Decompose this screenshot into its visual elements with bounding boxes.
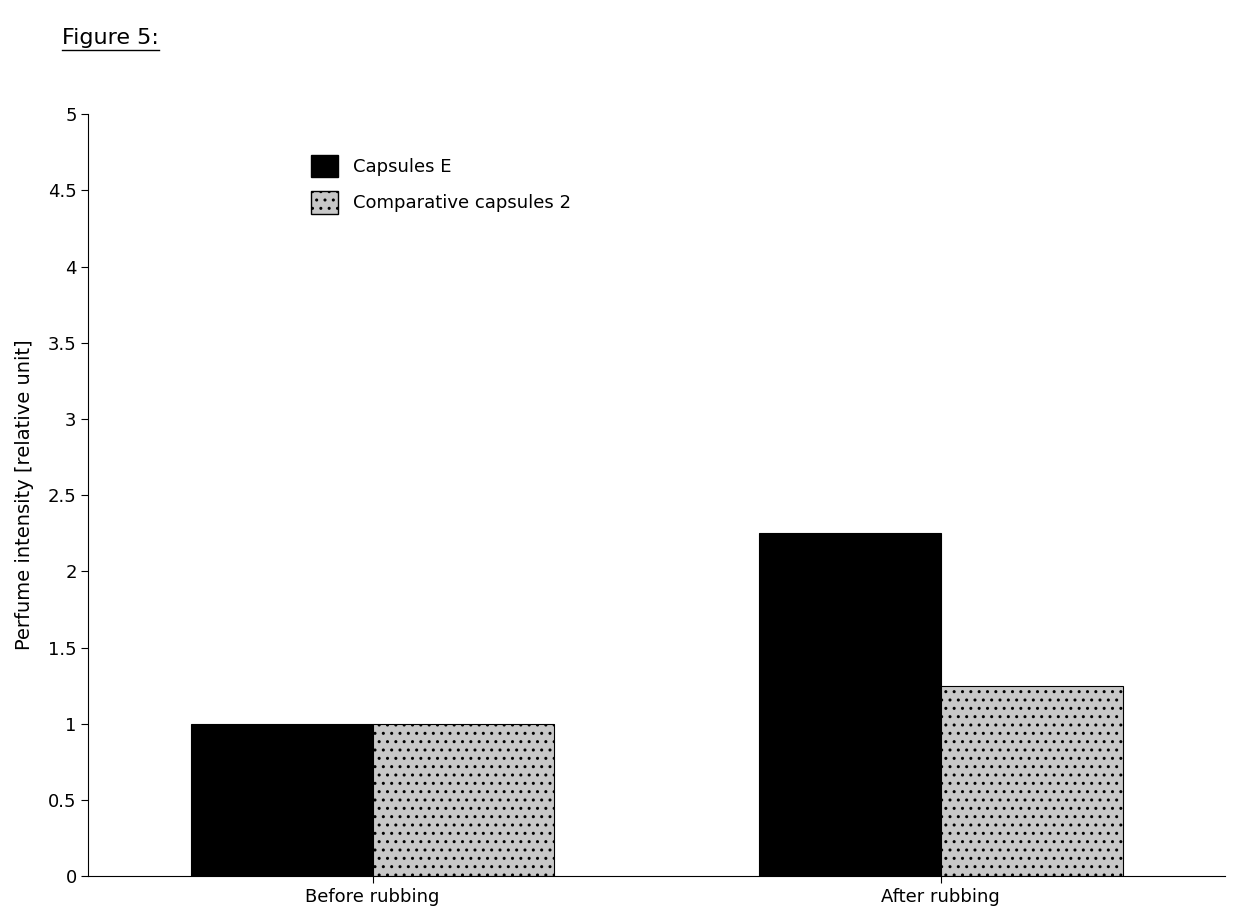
Legend: Capsules E, Comparative capsules 2: Capsules E, Comparative capsules 2 — [303, 146, 579, 223]
Bar — [759, 533, 941, 876]
Text: Figure 5:: Figure 5: — [62, 28, 159, 48]
Bar — [372, 724, 554, 876]
Bar — [941, 685, 1122, 876]
Bar — [191, 724, 372, 876]
Y-axis label: Perfume intensity [relative unit]: Perfume intensity [relative unit] — [15, 340, 33, 650]
